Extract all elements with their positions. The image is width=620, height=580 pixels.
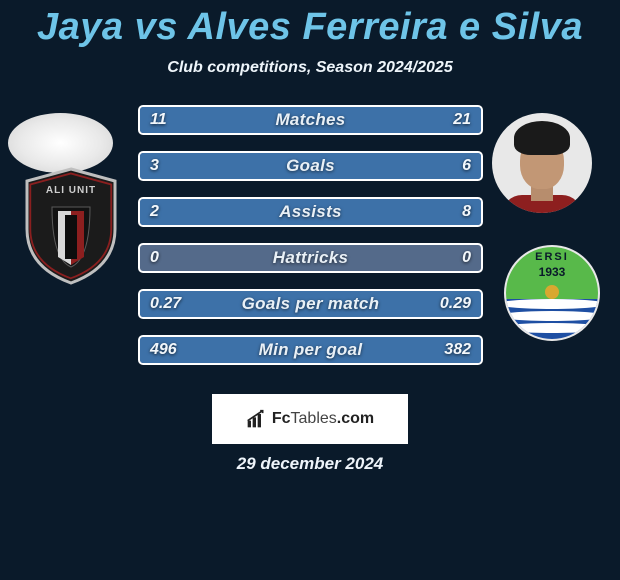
stat-row: 1121Matches xyxy=(138,105,483,135)
page-subtitle: Club competitions, Season 2024/2025 xyxy=(0,59,620,77)
stat-bars: 1121Matches 36Goals 28Assists 00Hattricks 0.… xyxy=(138,105,483,381)
stat-row: 36Goals xyxy=(138,151,483,181)
stat-row: 0.270.29Goals per match xyxy=(138,289,483,319)
player-left-avatar xyxy=(8,113,113,173)
comparison-date: 29 december 2024 xyxy=(0,454,620,474)
stat-label: Goals per match xyxy=(140,291,481,317)
brand-text: FcTables.com xyxy=(272,410,374,428)
comparison-area: ALI UNIT ERSI 1933 1121Matches 36Goals 28A… xyxy=(0,105,620,385)
stat-label: Matches xyxy=(140,107,481,133)
brand-badge: FcTables.com xyxy=(212,394,408,444)
crest-year: 1933 xyxy=(506,265,598,279)
shield-icon: ALI UNIT xyxy=(22,167,120,285)
brand-tables: Tables xyxy=(291,410,337,427)
crest-arc-text: ERSI xyxy=(506,251,598,263)
stat-label: Assists xyxy=(140,199,481,225)
club-right-crest: ERSI 1933 xyxy=(504,245,600,341)
brand-dotcom: .com xyxy=(337,410,374,427)
stat-label: Goals xyxy=(140,153,481,179)
player-right-avatar xyxy=(492,113,592,213)
stat-row: 28Assists xyxy=(138,197,483,227)
stat-label: Hattricks xyxy=(140,245,481,271)
club-left-crest: ALI UNIT xyxy=(22,167,120,285)
svg-text:ALI UNIT: ALI UNIT xyxy=(46,185,96,196)
stat-label: Min per goal xyxy=(140,337,481,363)
page-title: Jaya vs Alves Ferreira e Silva xyxy=(0,0,620,49)
stat-row: 00Hattricks xyxy=(138,243,483,273)
brand-fc: Fc xyxy=(272,410,291,427)
brand-logo-icon xyxy=(246,409,266,429)
stat-row: 496382Min per goal xyxy=(138,335,483,365)
